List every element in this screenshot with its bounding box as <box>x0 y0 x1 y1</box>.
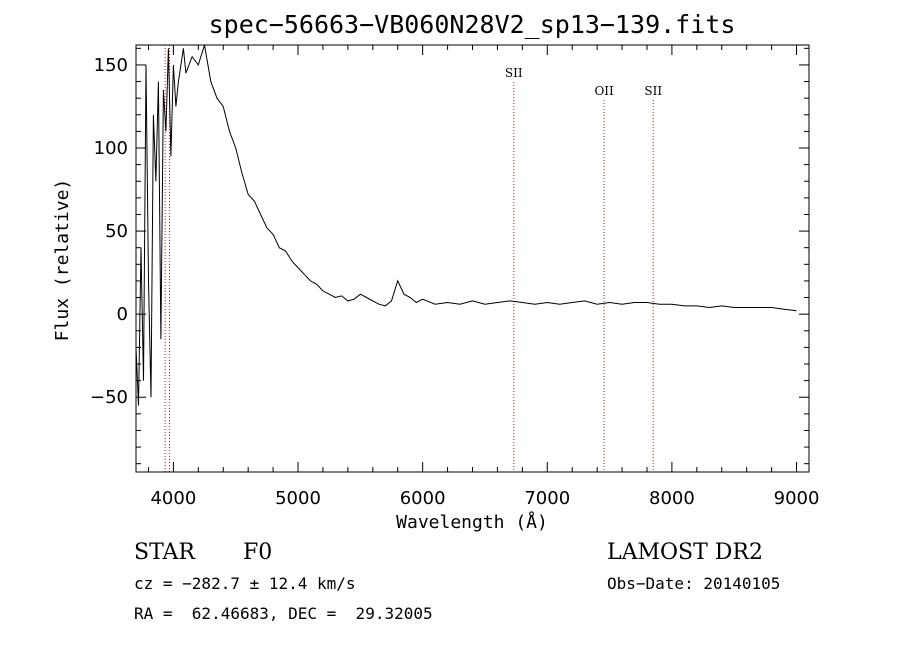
y-tick-label: 150 <box>94 55 128 76</box>
object-subclass: F0 <box>243 540 273 565</box>
y-tick-label: 100 <box>94 138 128 159</box>
x-tick-label: 7000 <box>524 488 570 509</box>
x-axis-ticks: 4000 5000 6000 7000 8000 9000 <box>147 45 820 509</box>
plot-frame <box>135 44 810 473</box>
line-marker-label: OII <box>594 84 614 98</box>
y-axis-ticks: −50 0 50 100 150 <box>90 47 809 465</box>
line-marker-label: SII <box>505 66 523 80</box>
x-tick-label: 8000 <box>649 488 695 509</box>
extra-markers <box>164 45 171 472</box>
line-marker-label: SII <box>644 84 662 98</box>
x-tick-label: 4000 <box>150 488 196 509</box>
y-axis-label: Flux (relative) <box>52 179 73 342</box>
x-axis-label: Wavelength (Å) <box>396 511 548 533</box>
coordinates: RA = 62.46683, DEC = 29.32005 <box>134 604 433 623</box>
redshift-info: cz = −282.7 ± 12.4 km/s <box>134 574 356 593</box>
line-markers: SII OII SII <box>505 66 662 472</box>
x-tick-label: 5000 <box>275 488 321 509</box>
survey-name: LAMOST DR2 <box>607 540 763 565</box>
y-tick-label: −50 <box>90 387 128 408</box>
y-tick-label: 50 <box>105 221 128 242</box>
chart-title: spec−56663−VB060N28V2_sp13−139.fits <box>209 10 736 39</box>
object-class: STAR <box>134 540 195 565</box>
spectrum-line <box>135 44 797 406</box>
y-tick-label: 0 <box>117 304 128 325</box>
x-tick-label: 6000 <box>400 488 446 509</box>
x-tick-label: 9000 <box>774 488 820 509</box>
obs-date: Obs−Date: 20140105 <box>607 574 781 593</box>
